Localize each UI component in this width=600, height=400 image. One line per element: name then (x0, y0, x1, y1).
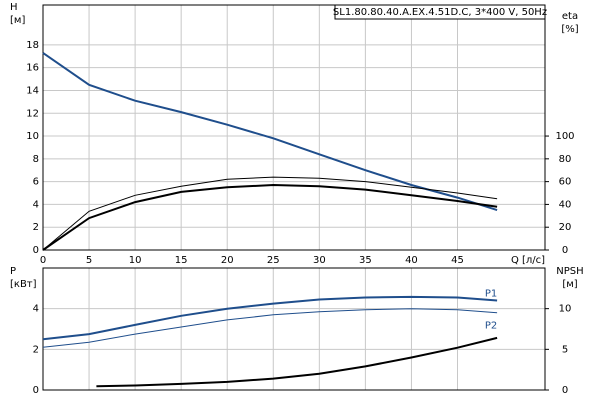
y-tick-label: 18 (26, 40, 39, 51)
y2-axis-label: NPSH (556, 266, 583, 277)
y-tick-label: 4 (33, 304, 39, 315)
curve-label: P1 (485, 289, 497, 300)
y-tick-label: 0 (33, 385, 39, 396)
y-tick-label: 4 (33, 199, 39, 210)
y-tick-label: 2 (33, 344, 39, 355)
y-tick-label: 12 (26, 108, 39, 119)
chart-title: SL1.80.80.40.A.EX.4.51D.C, 3*400 V, 50Hz (333, 7, 547, 18)
y-tick-label: 16 (26, 63, 39, 74)
plot-frame (42, 267, 546, 391)
y-tick-label: 10 (26, 131, 39, 142)
curve (42, 183, 498, 251)
x-tick-label: 15 (175, 255, 188, 266)
y2-axis-label: [%] (561, 24, 578, 35)
curve-label: P2 (485, 321, 497, 332)
x-tick-label: 45 (451, 255, 464, 266)
title-box (334, 4, 546, 20)
y-axis-label: P (10, 266, 16, 277)
curve (42, 52, 498, 212)
curve (42, 295, 498, 341)
y-tick-label: 0 (33, 245, 39, 256)
y-axis-label: H (10, 2, 18, 13)
x-tick-label: 30 (313, 255, 326, 266)
x-tick-label: 25 (267, 255, 280, 266)
y-axis-label: [м] (10, 15, 25, 26)
y2-axis-label: [м] (562, 279, 577, 290)
y2-tick-label: 0 (562, 245, 568, 256)
y2-tick-label: 40 (559, 199, 572, 210)
curve (42, 308, 498, 348)
y2-tick-label: 100 (555, 131, 574, 142)
curve (96, 336, 498, 388)
x-tick-label: 40 (405, 255, 418, 266)
y2-tick-label: 20 (559, 222, 572, 233)
curve (42, 176, 498, 251)
y-tick-label: 2 (33, 222, 39, 233)
plot-frame (42, 4, 546, 251)
y-tick-label: 6 (33, 177, 39, 188)
y2-tick-label: 60 (559, 177, 572, 188)
y-tick-label: 14 (26, 85, 39, 96)
y2-tick-label: 0 (562, 385, 568, 396)
y2-axis-label: eta (562, 11, 578, 22)
y2-tick-label: 80 (559, 154, 572, 165)
y-axis-label: [кВт] (10, 279, 37, 290)
y2-tick-label: 5 (562, 344, 568, 355)
x-tick-label: 5 (86, 255, 92, 266)
y2-tick-label: 10 (559, 304, 572, 315)
x-tick-label: 0 (40, 255, 46, 266)
x-tick-label: 20 (221, 255, 234, 266)
x-axis-label: Q [л/с] (511, 255, 545, 266)
y-tick-label: 8 (33, 154, 39, 165)
x-tick-label: 10 (129, 255, 142, 266)
x-tick-label: 35 (359, 255, 372, 266)
